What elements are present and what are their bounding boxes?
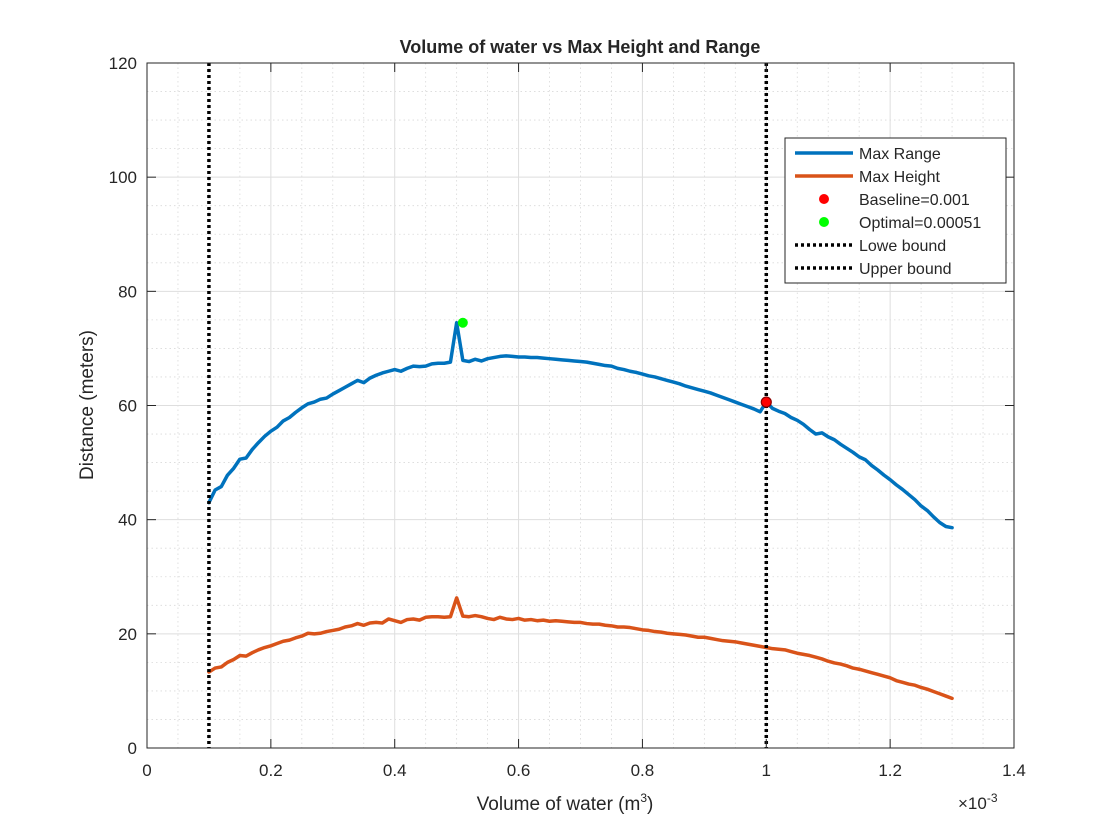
x-tick-label: 1.2 xyxy=(878,761,902,780)
x-tick-label: 0.6 xyxy=(507,761,531,780)
series-line-max-range xyxy=(207,320,954,530)
x-exponent-base: ×10 xyxy=(958,794,987,813)
x-axis-exponent: ×10-3 xyxy=(958,791,998,813)
legend-label: Baseline=0.001 xyxy=(859,192,970,209)
legend-swatch-point xyxy=(819,217,829,227)
legend-label: Lowe bound xyxy=(859,238,946,255)
y-tick-label: 60 xyxy=(118,397,137,416)
legend-label: Max Height xyxy=(859,169,940,186)
y-tick-label: 0 xyxy=(128,739,137,758)
chart-title: Volume of water vs Max Height and Range xyxy=(400,37,761,57)
x-tick-label: 0.8 xyxy=(631,761,655,780)
optimal-point xyxy=(457,317,468,328)
x-axis-label-superscript: 3 xyxy=(640,791,647,805)
y-tick-label: 100 xyxy=(109,168,137,187)
x-axis-label-main: Volume of water (m xyxy=(477,794,641,815)
baseline-point xyxy=(760,396,772,408)
tick-labels: 0 0.2 0.4 0.6 0.8 1 1.2 1.4 0 20 40 60 80 100 120 xyxy=(109,54,1026,780)
legend-swatch-point xyxy=(819,194,829,204)
x-tick-label: 0 xyxy=(142,761,151,780)
legend: Max Range Max Height Baseline=0.001 Optimal… xyxy=(784,137,1007,284)
y-tick-label: 40 xyxy=(118,511,137,530)
y-axis-label: Distance (meters) xyxy=(77,330,98,480)
y-tick-label: 80 xyxy=(118,282,137,301)
x-exponent-power: -3 xyxy=(987,791,998,805)
legend-label: Max Range xyxy=(859,146,941,163)
x-axis-label-tail: ) xyxy=(647,794,653,815)
legend-box xyxy=(784,137,1007,284)
legend-label: Optimal=0.00051 xyxy=(859,215,981,232)
y-tick-label: 20 xyxy=(118,625,137,644)
x-axis-label: Volume of water (m3) xyxy=(477,791,654,815)
y-tick-label: 120 xyxy=(109,54,137,73)
x-tick-label: 0.4 xyxy=(383,761,407,780)
series-line-max-height xyxy=(207,596,954,701)
plot-lines xyxy=(207,63,954,748)
x-tick-label: 1 xyxy=(762,761,771,780)
axis-ticks xyxy=(146,62,1015,749)
legend-label: Upper bound xyxy=(859,261,952,278)
x-tick-label: 1.4 xyxy=(1002,761,1026,780)
x-tick-label: 0.2 xyxy=(259,761,283,780)
